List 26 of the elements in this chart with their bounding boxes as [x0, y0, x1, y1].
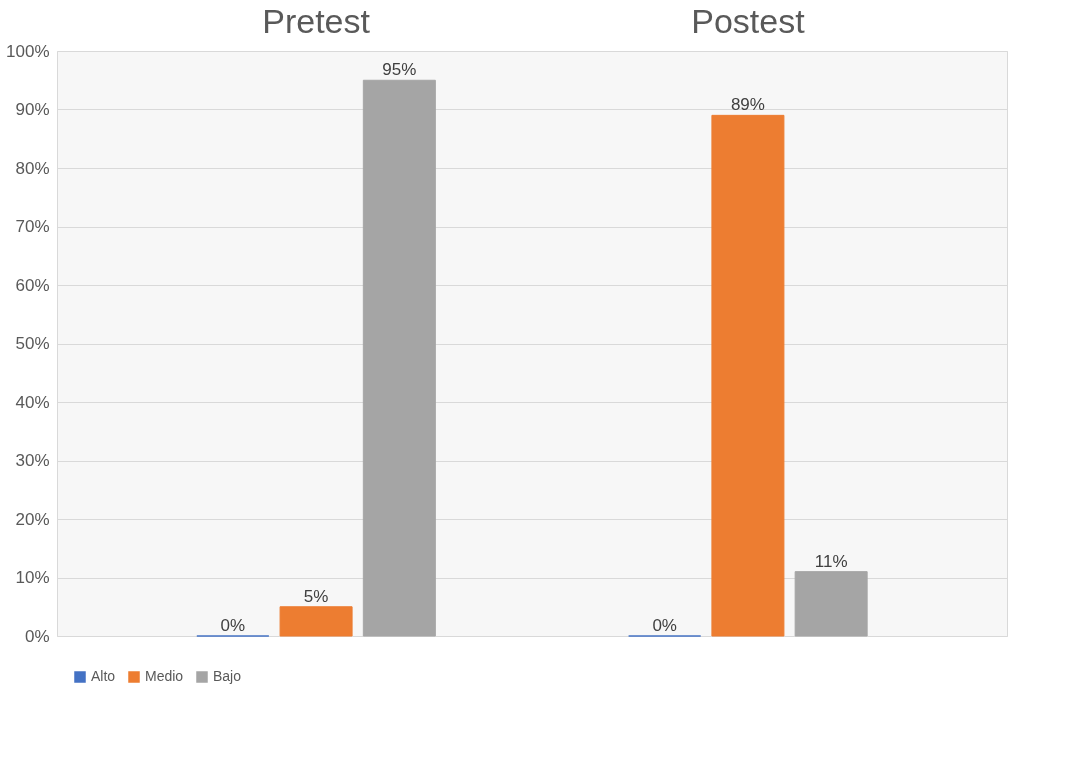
y-tick-label: 20% — [15, 509, 50, 529]
y-tick-label: 30% — [15, 451, 50, 470]
legend-label: Medio — [145, 668, 184, 684]
legend-label: Bajo — [213, 668, 242, 684]
x-tick-label: Postest — [691, 1, 806, 40]
data-label: 89% — [730, 95, 765, 115]
y-tick-label: 100% — [6, 41, 50, 61]
bar — [362, 79, 436, 637]
y-tick-label: 70% — [15, 217, 50, 236]
x-tick-label: Pretest — [262, 1, 371, 40]
y-tick-label: 50% — [15, 334, 50, 353]
y-tick-label: 80% — [15, 158, 50, 178]
bar — [794, 571, 868, 637]
y-tick-label: 40% — [15, 392, 50, 412]
y-tick-label: 90% — [15, 100, 50, 119]
legend-label: Alto — [91, 668, 116, 684]
y-tick-label: 60% — [15, 275, 50, 295]
bar — [711, 114, 785, 637]
data-label: 95% — [382, 60, 417, 80]
data-label: 5% — [303, 586, 329, 606]
bar — [279, 606, 353, 637]
y-tick-label: 10% — [15, 568, 50, 587]
data-label: 11% — [814, 551, 848, 571]
data-label: 0% — [220, 616, 246, 635]
data-label: 0% — [652, 616, 677, 635]
y-tick-label: 0% — [24, 626, 50, 646]
